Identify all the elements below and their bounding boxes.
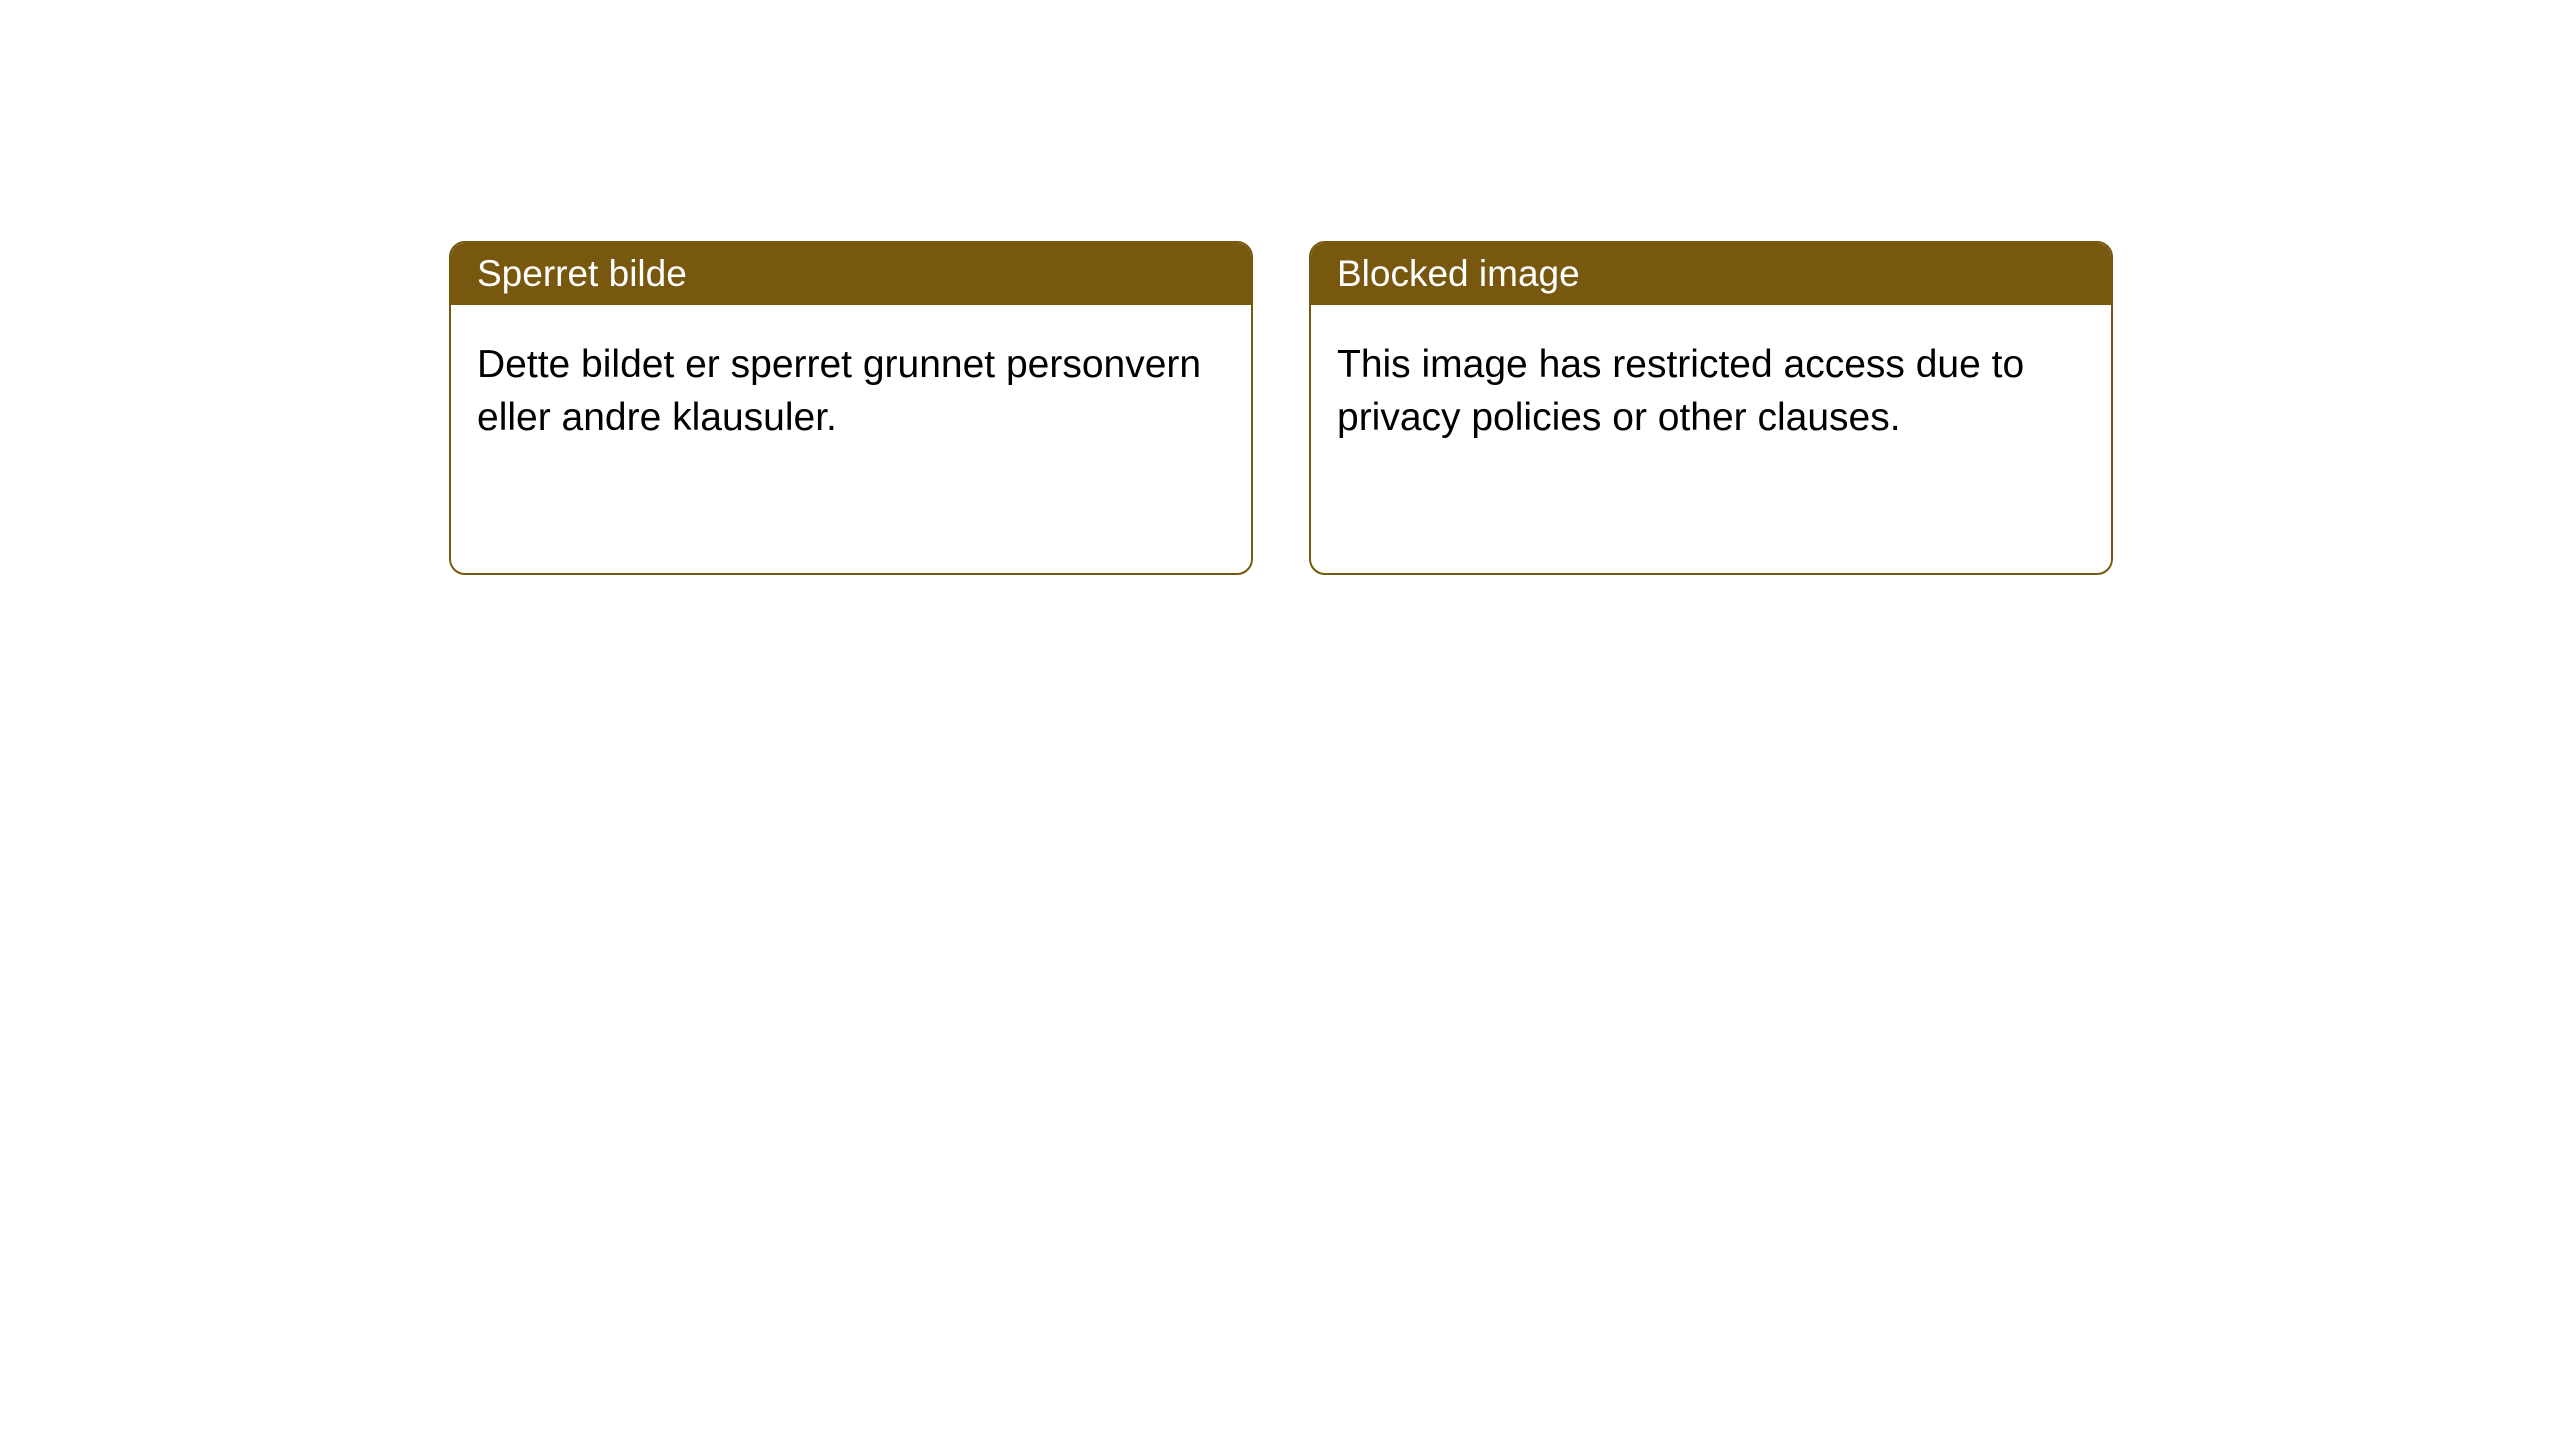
- notice-container: Sperret bilde Dette bildet er sperret gr…: [449, 241, 2113, 575]
- card-body: Dette bildet er sperret grunnet personve…: [451, 305, 1251, 478]
- notice-card-english: Blocked image This image has restricted …: [1309, 241, 2113, 575]
- card-body: This image has restricted access due to …: [1311, 305, 2111, 478]
- card-title: Sperret bilde: [477, 253, 687, 294]
- card-body-text: Dette bildet er sperret grunnet personve…: [477, 343, 1201, 439]
- card-title: Blocked image: [1337, 253, 1580, 294]
- card-body-text: This image has restricted access due to …: [1337, 343, 2024, 439]
- card-header: Sperret bilde: [451, 243, 1251, 305]
- notice-card-norwegian: Sperret bilde Dette bildet er sperret gr…: [449, 241, 1253, 575]
- card-header: Blocked image: [1311, 243, 2111, 305]
